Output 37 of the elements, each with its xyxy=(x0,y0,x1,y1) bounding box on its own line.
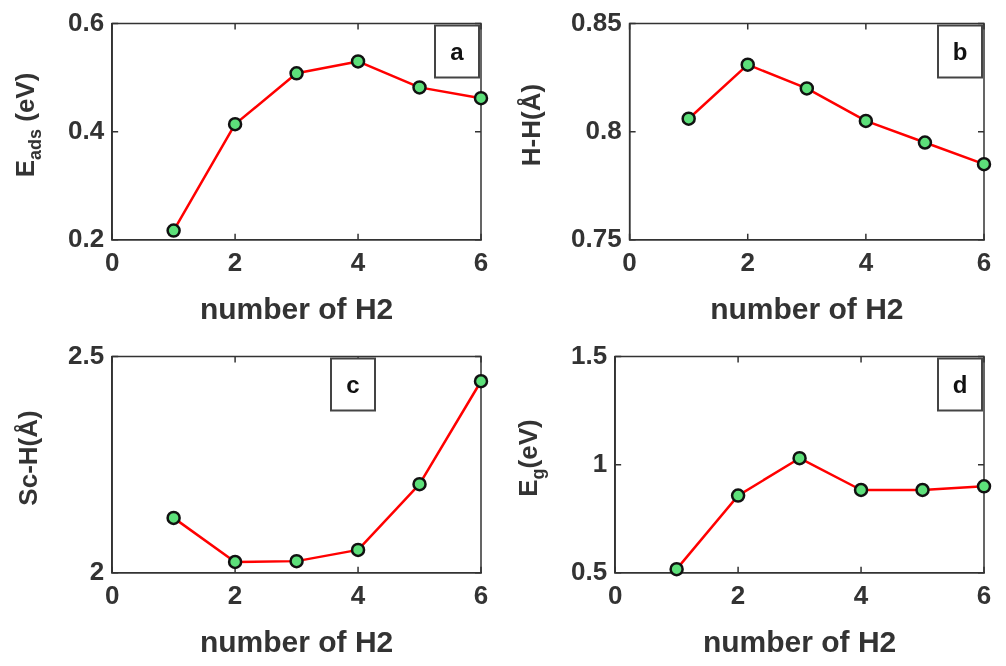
annotation: c xyxy=(346,371,360,399)
x-axis-title: number of H2 xyxy=(199,625,394,659)
y-axis-title: H-H(Å) xyxy=(515,83,547,167)
y-tick-label: 0.2 xyxy=(67,222,105,253)
y-tick-label: 0.6 xyxy=(67,6,105,37)
y-tick-label: 2 xyxy=(89,555,105,586)
y-tick-label: 0.8 xyxy=(585,114,622,145)
x-tick-label: 2 xyxy=(227,579,243,610)
x-tick-label: 6 xyxy=(473,246,489,277)
x-tick-label: 2 xyxy=(740,246,755,277)
x-tick-label: 2 xyxy=(227,246,243,277)
y-tick-label: 0.5 xyxy=(570,555,608,586)
y-axis-title: Sc-H(Å) xyxy=(12,410,44,506)
y-tick-label: 1 xyxy=(592,447,608,478)
annotation: a xyxy=(450,38,465,66)
x-axis-title: number of H2 xyxy=(702,625,897,659)
y-tick-label: 0.85 xyxy=(570,6,622,37)
y-tick-label: 1.5 xyxy=(570,339,608,370)
x-tick-label: 4 xyxy=(853,579,869,610)
x-axis-title: number of H2 xyxy=(199,292,394,326)
x-tick-label: 4 xyxy=(350,246,366,277)
y-tick-label: 0.75 xyxy=(570,222,622,253)
annotation: b xyxy=(952,38,968,66)
x-axis-title: number of H2 xyxy=(710,292,904,326)
x-tick-label: 4 xyxy=(858,246,874,277)
x-tick-label: 4 xyxy=(350,579,366,610)
x-tick-label: 0 xyxy=(104,246,120,277)
y-tick-label: 0.4 xyxy=(67,114,105,145)
y-tick-label: 2.5 xyxy=(67,339,105,370)
x-tick-label: 6 xyxy=(976,579,992,610)
annotation: d xyxy=(952,371,968,399)
x-tick-label: 0 xyxy=(607,579,623,610)
x-tick-label: 2 xyxy=(730,579,746,610)
x-tick-label: 0 xyxy=(622,246,637,277)
x-tick-label: 6 xyxy=(473,579,489,610)
x-tick-label: 0 xyxy=(104,579,120,610)
x-tick-label: 6 xyxy=(976,246,992,277)
